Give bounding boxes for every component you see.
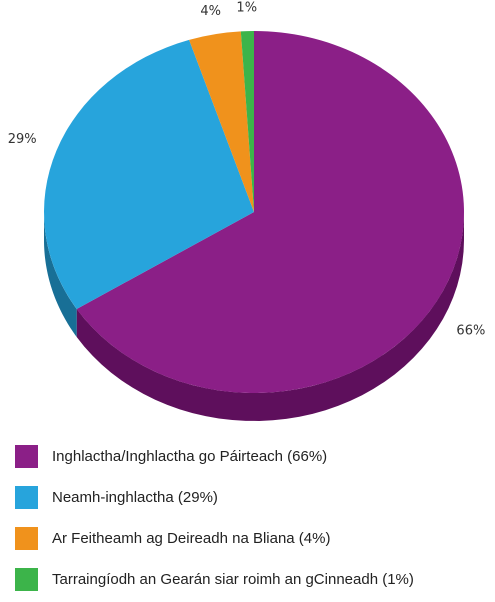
legend-label: Neamh-inghlactha (29%) bbox=[52, 489, 218, 506]
legend-label: Tarraingíodh an Gearán siar roimh an gCi… bbox=[52, 571, 414, 588]
data-label: 29% bbox=[8, 132, 37, 147]
data-label: 4% bbox=[200, 4, 221, 19]
legend-swatch bbox=[15, 568, 38, 591]
slice bbox=[44, 39, 255, 309]
legend-swatch bbox=[15, 527, 38, 550]
slice bbox=[76, 31, 464, 394]
legend-label: Inghlactha/Inghlactha go Páirteach (66%) bbox=[52, 448, 327, 465]
slice bbox=[189, 31, 254, 212]
legend-swatch bbox=[15, 445, 38, 468]
data-label: 66% bbox=[456, 323, 485, 338]
legend-swatch bbox=[15, 486, 38, 509]
data-label: 1% bbox=[236, 0, 257, 15]
legend-label: Ar Feitheamh ag Deireadh na Bliana (4%) bbox=[52, 530, 330, 547]
slice bbox=[240, 31, 254, 212]
slice-side bbox=[44, 212, 77, 337]
slice-side bbox=[76, 212, 465, 421]
